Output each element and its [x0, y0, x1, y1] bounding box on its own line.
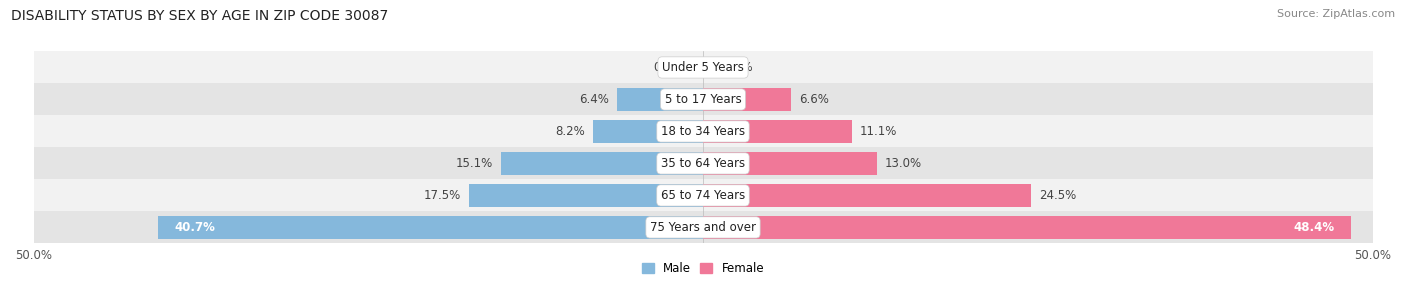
Text: DISABILITY STATUS BY SEX BY AGE IN ZIP CODE 30087: DISABILITY STATUS BY SEX BY AGE IN ZIP C… — [11, 9, 388, 23]
Bar — [468, 184, 703, 207]
Text: Under 5 Years: Under 5 Years — [662, 61, 744, 74]
Text: 40.7%: 40.7% — [174, 221, 215, 234]
Text: 0.0%: 0.0% — [654, 61, 683, 74]
Bar — [34, 116, 1372, 147]
Text: 15.1%: 15.1% — [456, 157, 492, 170]
Bar — [617, 88, 703, 111]
Text: Source: ZipAtlas.com: Source: ZipAtlas.com — [1277, 9, 1395, 19]
Text: 0.0%: 0.0% — [723, 61, 752, 74]
Bar — [34, 179, 1372, 211]
Text: 6.4%: 6.4% — [579, 93, 609, 106]
Text: 35 to 64 Years: 35 to 64 Years — [661, 157, 745, 170]
Bar — [501, 152, 703, 175]
Bar — [34, 147, 1372, 179]
Text: 48.4%: 48.4% — [1294, 221, 1336, 234]
Bar — [703, 152, 877, 175]
Text: 6.6%: 6.6% — [800, 93, 830, 106]
Text: 17.5%: 17.5% — [423, 189, 461, 202]
Text: 5 to 17 Years: 5 to 17 Years — [665, 93, 741, 106]
Text: 11.1%: 11.1% — [859, 125, 897, 138]
Bar — [703, 88, 792, 111]
Text: 8.2%: 8.2% — [555, 125, 585, 138]
Bar — [703, 120, 852, 143]
Text: 18 to 34 Years: 18 to 34 Years — [661, 125, 745, 138]
Bar — [34, 51, 1372, 84]
Legend: Male, Female: Male, Female — [637, 257, 769, 280]
Bar — [34, 84, 1372, 116]
Text: 24.5%: 24.5% — [1039, 189, 1077, 202]
Text: 65 to 74 Years: 65 to 74 Years — [661, 189, 745, 202]
Bar — [703, 184, 1031, 207]
Text: 75 Years and over: 75 Years and over — [650, 221, 756, 234]
Bar — [157, 216, 703, 239]
Bar — [703, 216, 1351, 239]
Bar — [34, 211, 1372, 244]
Bar — [593, 120, 703, 143]
Text: 13.0%: 13.0% — [886, 157, 922, 170]
